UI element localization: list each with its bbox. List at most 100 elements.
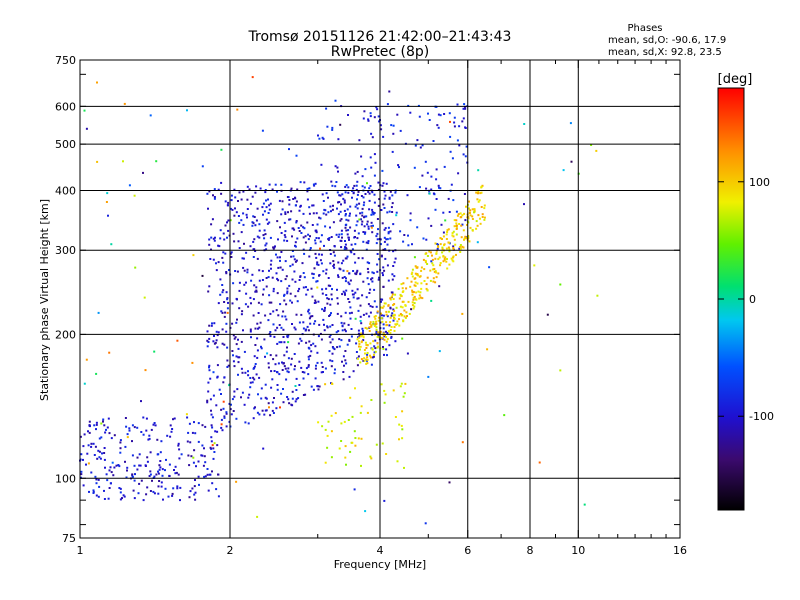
echo-point	[401, 437, 404, 440]
echo-point	[339, 210, 342, 213]
echo-point	[349, 450, 352, 453]
echo-point	[355, 342, 358, 345]
echo-point	[268, 294, 271, 297]
echo-point	[411, 271, 414, 274]
echo-point	[366, 358, 369, 361]
echo-point	[412, 296, 415, 299]
echo-point	[250, 279, 253, 282]
echo-point	[523, 203, 525, 206]
echo-point	[325, 268, 328, 271]
echo-point	[211, 416, 214, 419]
echo-point	[312, 388, 315, 391]
echo-point	[209, 446, 212, 449]
echo-point	[251, 273, 254, 276]
echo-point	[92, 489, 95, 492]
echo-point	[426, 263, 429, 265]
echo-point	[354, 205, 357, 208]
echo-point	[360, 341, 363, 344]
echo-point	[453, 121, 456, 124]
echo-point	[330, 430, 333, 433]
echo-point	[353, 184, 356, 187]
echo-point	[401, 287, 404, 290]
echo-point	[313, 184, 316, 187]
echo-point	[464, 107, 467, 110]
echo-point	[224, 252, 227, 255]
echo-point	[365, 362, 368, 365]
echo-point	[357, 355, 360, 358]
echo-point	[371, 280, 374, 283]
echo-point	[246, 185, 249, 188]
echo-point	[329, 284, 332, 287]
echo-point	[387, 304, 390, 307]
echo-point	[275, 354, 278, 357]
echo-point	[287, 371, 290, 374]
echo-point	[261, 270, 264, 273]
echo-point	[406, 277, 409, 280]
echo-point	[232, 360, 235, 363]
echo-point	[226, 359, 229, 362]
echo-point	[137, 492, 140, 495]
colorbar-tick-label: 0	[749, 293, 756, 306]
echo-point	[211, 444, 214, 447]
echo-point	[340, 218, 343, 221]
echo-point	[278, 199, 281, 202]
echo-point	[384, 302, 387, 305]
echo-point	[383, 401, 386, 404]
echo-point	[97, 449, 100, 452]
echo-point	[252, 248, 255, 251]
echo-point	[358, 336, 361, 339]
echo-point	[220, 418, 223, 421]
echo-point	[194, 479, 196, 481]
echo-point	[267, 366, 270, 369]
echo-point	[426, 276, 429, 279]
echo-point	[404, 304, 407, 307]
echo-point	[212, 340, 215, 343]
echo-point	[284, 211, 287, 214]
echo-point	[265, 206, 268, 209]
echo-point	[416, 226, 419, 229]
echo-point	[444, 256, 447, 259]
echo-point	[256, 349, 259, 352]
echo-point	[428, 250, 431, 253]
echo-point	[265, 218, 268, 221]
echo-point	[291, 250, 294, 252]
echo-point	[371, 271, 374, 274]
echo-point	[211, 482, 214, 485]
echo-point	[223, 415, 226, 418]
echo-point	[314, 252, 317, 255]
echo-point	[260, 345, 262, 348]
echo-point	[463, 212, 466, 215]
colorbar-label: [deg]	[718, 72, 753, 87]
echo-point	[253, 284, 256, 287]
echo-point	[304, 329, 307, 332]
echo-point	[90, 442, 93, 445]
echo-point	[187, 431, 190, 434]
echo-point	[321, 292, 324, 295]
echo-point	[117, 464, 120, 466]
echo-point	[448, 112, 451, 115]
echo-point	[595, 149, 598, 152]
echo-point	[217, 473, 219, 476]
echo-point	[280, 341, 283, 344]
echo-point	[240, 231, 243, 234]
echo-point	[268, 183, 271, 186]
echo-point	[245, 292, 248, 295]
echo-point	[229, 408, 232, 411]
echo-point	[338, 201, 341, 203]
echo-point	[303, 276, 306, 279]
echo-point	[432, 192, 435, 195]
echo-point	[392, 308, 395, 311]
echo-point	[250, 302, 252, 305]
echo-point	[455, 222, 458, 225]
echo-point	[297, 397, 300, 400]
echo-point	[366, 344, 369, 347]
echo-point	[413, 166, 416, 169]
echo-point	[373, 193, 376, 196]
echo-point	[415, 298, 418, 301]
echo-point	[256, 235, 259, 238]
echo-point	[214, 430, 217, 433]
echo-point	[243, 269, 246, 272]
echo-point	[348, 338, 351, 341]
echo-point	[268, 301, 271, 304]
